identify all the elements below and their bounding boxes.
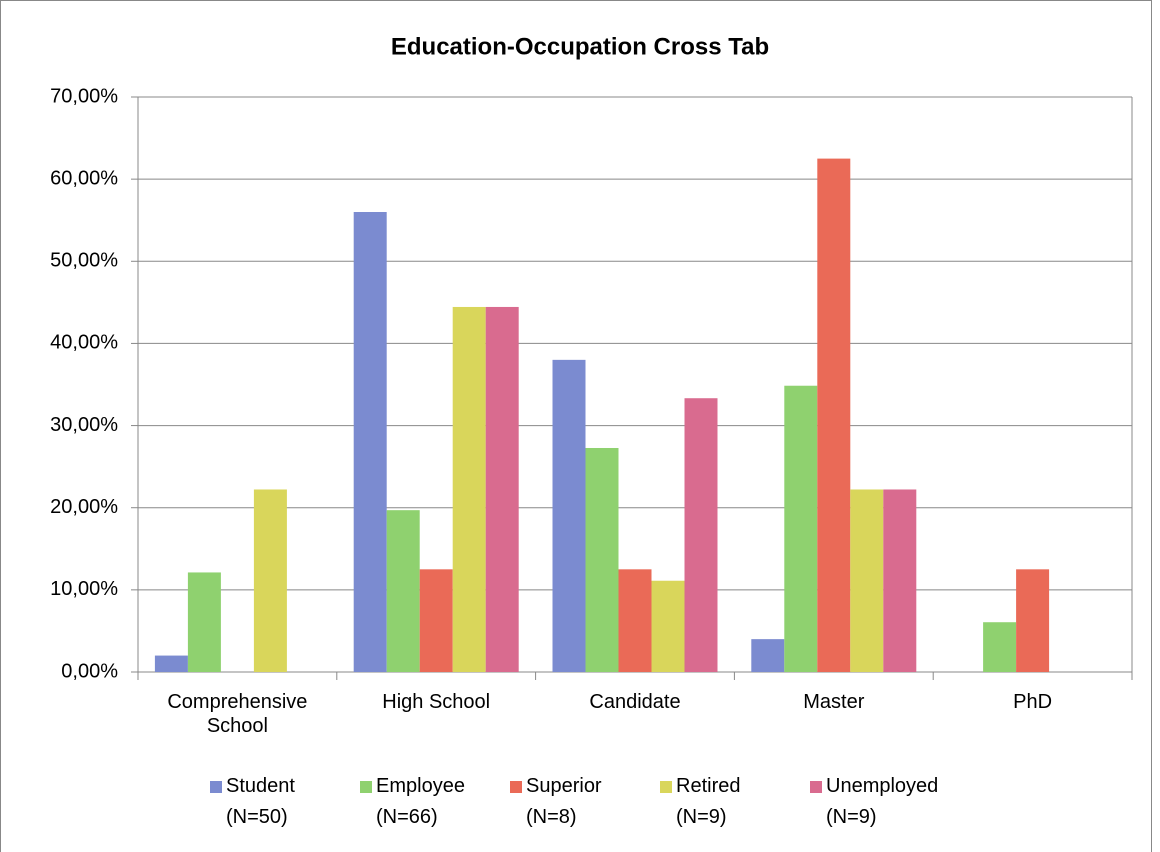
y-tick-label: 70,00% [50, 85, 118, 107]
bar [353, 212, 387, 672]
x-tick-label: High School [382, 691, 491, 713]
bar [684, 398, 718, 672]
bar [1016, 569, 1050, 672]
x-tick-label: Master [803, 691, 865, 713]
bar [585, 447, 619, 672]
y-tick-label: 40,00% [50, 332, 118, 354]
bar [386, 510, 420, 672]
bar [850, 489, 884, 672]
bar [485, 306, 519, 672]
y-tick-label: 30,00% [50, 414, 118, 436]
x-tick-label: Candidate [589, 691, 681, 713]
legend-label: Student (N=50) [226, 775, 295, 828]
legend-swatch [360, 781, 372, 793]
bar [983, 622, 1017, 672]
y-tick-label: 10,00% [50, 578, 118, 600]
legend-label: Superior (N=8) [526, 775, 602, 828]
legend-swatch [510, 781, 522, 793]
bar [419, 569, 453, 672]
y-tick-label: 60,00% [50, 167, 118, 189]
bar [154, 655, 188, 672]
bar [817, 158, 851, 672]
bar [651, 580, 685, 672]
bar [751, 639, 785, 672]
bar [552, 359, 586, 672]
bar [784, 385, 818, 672]
legend-swatch [660, 781, 672, 793]
bar [883, 489, 917, 672]
bar [253, 489, 287, 672]
legend-swatch [210, 781, 222, 793]
chart-title: Education-Occupation Cross Tab [391, 33, 769, 60]
bar [187, 572, 221, 672]
legend-label: Employee (N=66) [376, 775, 465, 828]
x-tick-label: PhD [1013, 691, 1053, 713]
legend-label: Retired (N=9) [676, 775, 741, 828]
bar [618, 569, 652, 672]
legend-swatch [810, 781, 822, 793]
bar [452, 306, 486, 672]
x-tick-label: Comprehensive School [167, 691, 308, 737]
legend-label: Unemployed (N=9) [826, 775, 939, 828]
y-tick-label: 0,00% [61, 660, 118, 682]
y-tick-label: 20,00% [50, 496, 118, 518]
y-tick-label: 50,00% [50, 250, 118, 272]
